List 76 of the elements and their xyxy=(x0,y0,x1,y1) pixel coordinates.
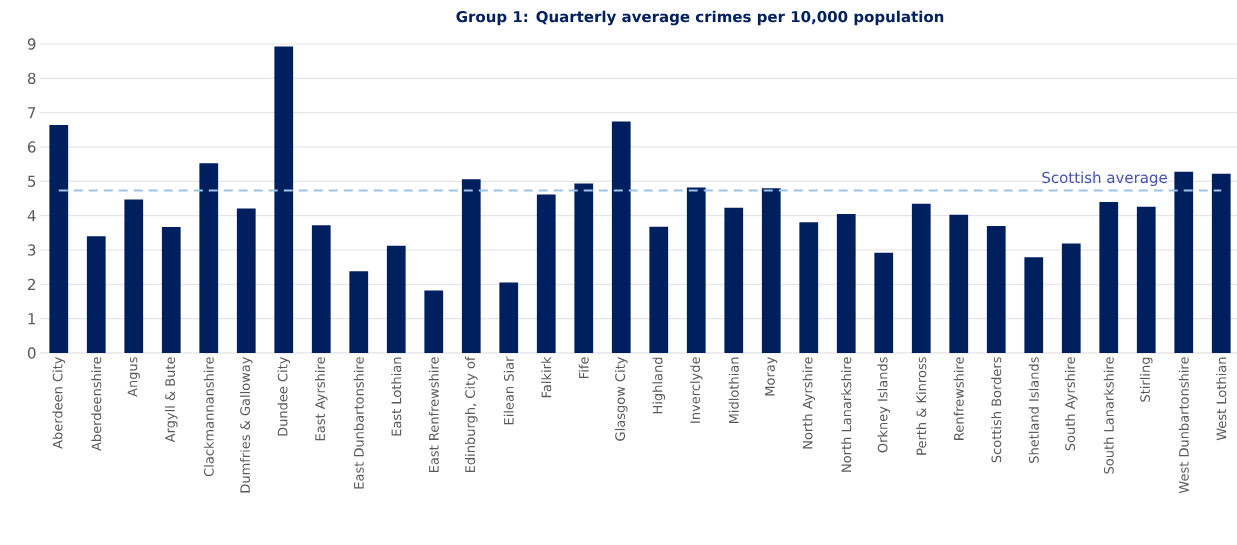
x-tick-label: Dundee City xyxy=(277,356,291,436)
x-tick-label: Edinburgh, City of xyxy=(464,356,478,473)
x-tick-label: South Lanarkshire xyxy=(1103,357,1114,474)
x-tick-label: North Lanarkshire xyxy=(841,357,852,472)
y-tick-label: 2 xyxy=(28,278,35,290)
x-tick-label: Midlothian xyxy=(728,357,739,424)
bar xyxy=(124,199,144,353)
x-tick-label: Fife xyxy=(578,357,589,378)
x-tick-label: Glasgow City xyxy=(614,356,628,441)
y-tick-label: 4 xyxy=(27,210,36,222)
y-tick-label: 6 xyxy=(27,141,36,153)
bar xyxy=(274,46,294,353)
x-tick-label: East Ayrshire xyxy=(314,357,328,441)
bar xyxy=(1099,201,1119,353)
bar xyxy=(199,163,219,353)
x-tick-label: Aberdeenshire xyxy=(91,357,102,451)
x-tick-label: West Dunbartonshire xyxy=(1178,357,1189,494)
bar xyxy=(499,282,519,353)
x-tick-label: East Renfrewshire xyxy=(428,357,439,473)
x-tick-label: Stirling xyxy=(1139,357,1153,402)
bar xyxy=(1061,243,1081,353)
bar xyxy=(761,188,781,353)
y-tick-label: 5 xyxy=(28,175,36,187)
y-tick-label: 9 xyxy=(27,38,36,50)
x-tick-label: South Ayrshire xyxy=(1064,357,1078,451)
bar xyxy=(461,179,481,353)
x-tick-label: West Lothian xyxy=(1216,357,1227,441)
x-tick-label: Highland xyxy=(652,357,666,414)
y-tick-label: 3 xyxy=(28,244,36,256)
bar xyxy=(424,290,444,353)
bar xyxy=(611,121,631,353)
bar xyxy=(649,226,669,353)
bar xyxy=(686,187,706,353)
bar xyxy=(724,207,744,353)
x-tick-label: Orkney Islands xyxy=(877,357,891,453)
bar xyxy=(1136,206,1156,353)
x-tick-label: Moray xyxy=(765,356,778,396)
bar xyxy=(949,214,969,353)
bar xyxy=(386,245,406,353)
x-tick-label: East Dunbartonshire xyxy=(353,357,364,489)
y-tick-label: 0 xyxy=(27,347,36,359)
bar xyxy=(49,125,69,353)
y-tick-label: 1 xyxy=(28,313,36,325)
bar xyxy=(86,236,106,353)
x-tick-label: Inverclyde xyxy=(689,357,703,423)
x-tick-label: North Ayrshire xyxy=(802,357,816,449)
bar xyxy=(161,226,181,353)
y-tick-label: 8 xyxy=(27,72,36,85)
x-tick-label: Scottish Borders xyxy=(991,357,1002,463)
ref-line-label: Scottish average xyxy=(1042,171,1167,187)
x-tick-label: Falkirk xyxy=(541,356,552,398)
bar xyxy=(874,252,894,353)
x-tick-label: Shetland Islands xyxy=(1028,357,1039,463)
bar xyxy=(836,213,856,353)
x-tick-label: Perth & Kinross xyxy=(916,357,927,455)
bar xyxy=(799,222,819,353)
bar xyxy=(311,225,331,353)
x-tick-label: Argyll & Bute xyxy=(164,357,178,443)
x-tick-label: Dumfries & Galloway xyxy=(239,356,253,493)
bar xyxy=(1174,171,1194,353)
x-tick-label: Eilean Siar xyxy=(503,356,514,425)
bar xyxy=(574,183,594,353)
bar xyxy=(1024,257,1044,353)
chart-title: Group 1: Quarterly average crimes per 10,000 population xyxy=(456,10,944,26)
x-tick-label: Angus xyxy=(127,357,140,397)
bar xyxy=(236,208,256,353)
x-tick-label: Renfrewshire xyxy=(953,357,964,440)
y-tick-label: 7 xyxy=(28,107,36,119)
bar xyxy=(1211,173,1231,353)
x-tick-label: Clackmannanshire xyxy=(203,357,214,477)
bar xyxy=(986,225,1006,353)
bar xyxy=(349,271,369,353)
bar xyxy=(911,203,931,353)
x-tick-label: Aberdeen City xyxy=(52,356,66,449)
x-tick-label: East Lothian xyxy=(391,357,402,436)
bar xyxy=(536,194,556,353)
